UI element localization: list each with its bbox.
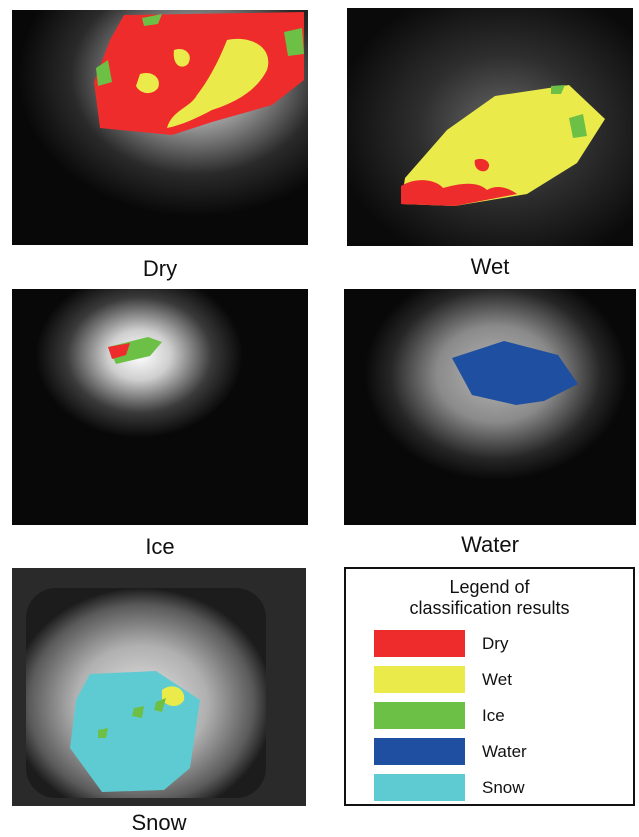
legend-item-dry: Dry [374, 630, 624, 657]
legend-label-dry: Dry [482, 634, 509, 653]
ice-region [108, 337, 162, 364]
legend-swatch-water [374, 738, 465, 765]
legend-label-water: Water [482, 742, 527, 761]
wet-region [401, 85, 605, 206]
ice-image [12, 289, 308, 525]
ice-patch [132, 706, 144, 718]
wet-patch [162, 686, 185, 706]
legend-item-water: Water [374, 738, 624, 765]
wet-patch [167, 38, 269, 128]
ice-patch [98, 728, 108, 738]
legend-item-ice: Ice [374, 702, 624, 729]
snow-region [70, 671, 200, 792]
ice-patch [284, 28, 304, 56]
legend-label-snow: Snow [482, 778, 525, 797]
dry-image [12, 10, 308, 245]
legend-swatch-snow [374, 774, 465, 801]
caption-snow: Snow [131, 810, 187, 835]
caption-water: Water [461, 532, 519, 557]
ice-patch [142, 14, 162, 26]
wet-image [347, 8, 633, 246]
ice-patch [96, 60, 112, 86]
legend-label-wet: Wet [482, 670, 512, 689]
wet-patch [173, 48, 190, 67]
snow-image [12, 568, 306, 806]
legend-box: Legend of classification results Dry Wet… [344, 567, 635, 806]
legend-label-ice: Ice [482, 706, 505, 725]
legend-item-snow: Snow [374, 774, 624, 801]
ice-patch [569, 114, 587, 138]
water-image [344, 289, 636, 525]
dry-patch [108, 343, 130, 359]
water-region [452, 341, 578, 405]
dry-patch [474, 158, 490, 172]
wet-patch [136, 72, 159, 94]
legend-swatch-ice [374, 702, 465, 729]
legend-swatch-wet [374, 666, 465, 693]
legend-swatch-dry [374, 630, 465, 657]
caption-ice: Ice [145, 534, 175, 559]
legend-item-wet: Wet [374, 666, 624, 693]
legend-title-line1: Legend of [449, 577, 530, 597]
ice-patch [551, 85, 565, 94]
caption-wet: Wet [470, 254, 510, 279]
legend-title-line2: classification results [409, 598, 570, 618]
ice-patch [154, 698, 166, 712]
dry-patch [401, 180, 517, 206]
caption-dry: Dry [142, 256, 178, 281]
